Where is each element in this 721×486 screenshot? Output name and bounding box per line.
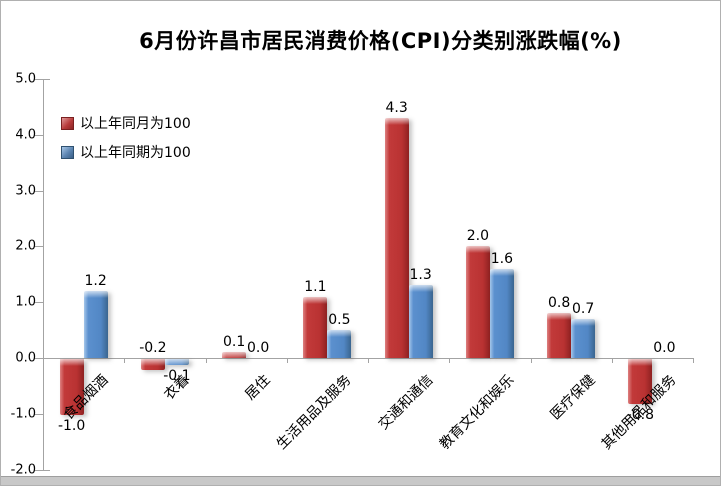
x-axis-tick <box>449 358 451 363</box>
y-axis-tick <box>43 469 50 471</box>
legend-item-same-month: 以上年同月为100 <box>61 113 191 133</box>
window-bottom-edge <box>1 476 720 485</box>
x-axis-tick <box>286 358 288 363</box>
bar-blue-5 <box>489 268 514 358</box>
value-label: 0.1 <box>222 334 246 351</box>
bar-red-0 <box>59 359 84 415</box>
legend-item-same-period: 以上年同期为100 <box>61 142 191 162</box>
y-axis-tick <box>35 302 43 304</box>
y-axis-label: 0.0 <box>15 350 36 366</box>
bar-blue-0 <box>83 291 108 358</box>
bar-red-6 <box>547 313 572 358</box>
y-axis-label: -2.0 <box>10 462 36 478</box>
y-axis-label: -1.0 <box>10 406 36 422</box>
value-label: 0.7 <box>571 300 595 317</box>
value-label: 4.3 <box>385 100 408 117</box>
bar-red-5 <box>465 246 490 358</box>
y-axis-tick <box>35 134 43 136</box>
x-axis-tick <box>368 358 369 363</box>
y-axis-label: 3.0 <box>15 183 36 199</box>
chart-title: 6月份许昌市居民消费价格(CPI)分类别涨跌幅(%) <box>139 29 622 53</box>
x-axis-tick <box>693 358 694 363</box>
category-label: 生活用品及服务 <box>274 372 355 453</box>
value-label: 1.2 <box>84 273 107 290</box>
category-label: 医疗保健 <box>547 372 599 424</box>
y-axis-tick <box>35 469 43 471</box>
y-axis-tick <box>35 358 43 359</box>
y-axis-label: 2.0 <box>15 238 36 254</box>
legend: 以上年同月为100 以上年同期为100 <box>61 113 191 171</box>
bar-blue-3 <box>327 330 352 358</box>
y-axis-tick <box>35 79 43 80</box>
value-label: 1.6 <box>490 250 514 267</box>
bar-blue-4 <box>408 285 433 358</box>
value-label: -1.0 <box>57 417 86 434</box>
value-label: 0.0 <box>246 340 270 356</box>
value-label: 0.0 <box>653 340 676 356</box>
y-axis <box>43 79 44 470</box>
value-label: 1.1 <box>304 278 327 295</box>
legend-blue-swatch-icon <box>61 145 74 159</box>
y-axis-label: 5.0 <box>15 71 36 87</box>
legend-label: 以上年同月为100 <box>80 116 191 132</box>
bar-red-3 <box>303 296 328 358</box>
x-axis-tick <box>205 358 207 363</box>
x-axis-tick <box>43 358 44 363</box>
value-label: 1.3 <box>409 267 432 284</box>
x-axis-tick <box>611 358 613 363</box>
bar-red-1 <box>140 359 165 371</box>
value-label: -0.8 <box>626 406 655 423</box>
y-axis-tick <box>35 246 43 248</box>
value-label: 2.0 <box>466 228 490 245</box>
bar-red-2 <box>222 352 247 358</box>
y-axis-tick <box>35 190 43 192</box>
bar-blue-1 <box>164 359 189 365</box>
y-axis-label: 1.0 <box>15 294 36 310</box>
category-label: 教育文化和娱乐 <box>436 372 518 453</box>
y-axis-tick <box>43 79 50 80</box>
value-label: 0.5 <box>328 312 351 329</box>
y-axis-tick <box>35 413 43 415</box>
bar-blue-6 <box>571 318 596 358</box>
category-label: 居住 <box>242 372 274 404</box>
y-axis-label: 4.0 <box>15 127 36 143</box>
bar-red-4 <box>384 118 409 358</box>
bar-red-7 <box>628 359 653 404</box>
x-axis-tick <box>530 358 532 363</box>
legend-red-swatch-icon <box>61 116 74 130</box>
category-label: 交通和通信 <box>375 372 437 433</box>
value-label: -0.1 <box>163 367 191 384</box>
value-label: 0.8 <box>547 295 571 312</box>
x-axis-tick <box>124 358 126 363</box>
value-label: -0.2 <box>139 340 167 356</box>
legend-label: 以上年同期为100 <box>80 145 191 161</box>
